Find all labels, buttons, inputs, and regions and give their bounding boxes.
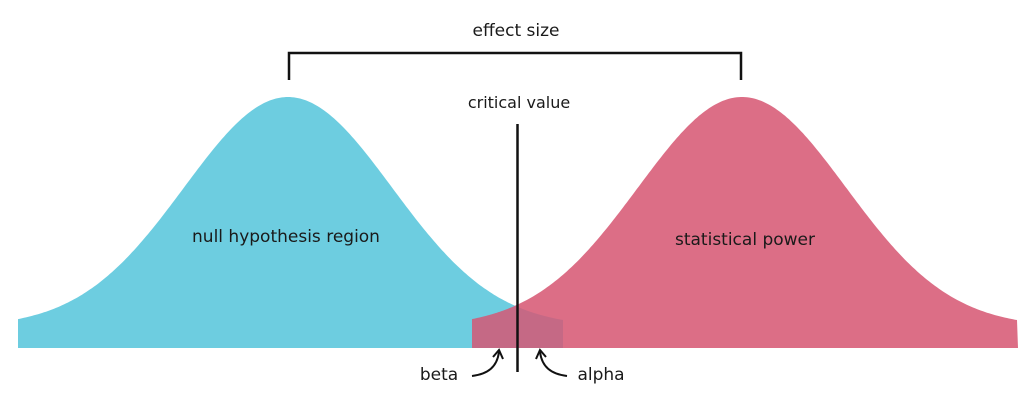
- effect-size-label: effect size: [472, 21, 559, 41]
- statistical-power-label: statistical power: [675, 230, 815, 250]
- alpha-arrowhead-icon: [535, 348, 547, 360]
- null-distribution-curve: [18, 97, 517, 348]
- beta-arrow-icon: [471, 351, 500, 377]
- null-hypothesis-region-label: null hypothesis region: [192, 227, 380, 247]
- alpha-label: alpha: [577, 365, 624, 385]
- alternative-distribution-curve: [517, 97, 1018, 348]
- alpha-arrow-icon: [539, 351, 568, 377]
- beta-label: beta: [420, 365, 458, 385]
- critical-value-label: critical value: [468, 93, 570, 112]
- beta-region: [472, 304, 517, 348]
- effect-size-bracket: [287, 51, 743, 80]
- alpha-region: [517, 306, 563, 348]
- beta-arrowhead-icon: [492, 348, 504, 360]
